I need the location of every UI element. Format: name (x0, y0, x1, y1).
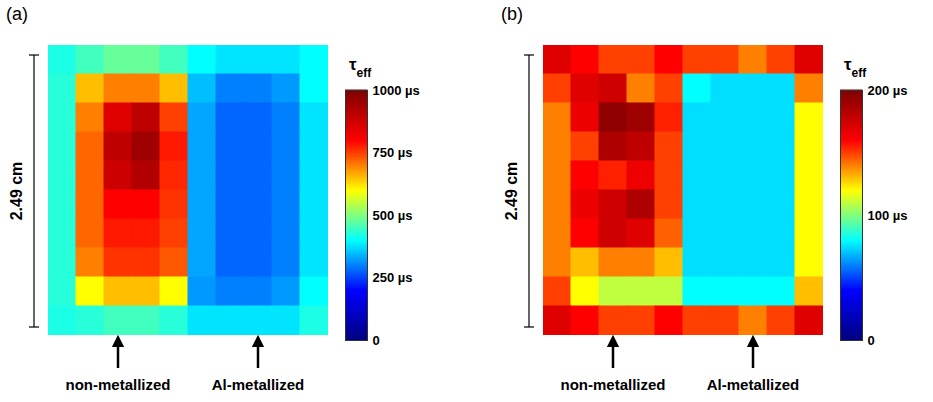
svg-text:0: 0 (373, 333, 380, 348)
svg-text:750 µs: 750 µs (373, 145, 413, 160)
svg-text:(a): (a) (6, 4, 28, 24)
svg-text:Al-metallized: Al-metallized (707, 376, 800, 393)
svg-text:250 µs: 250 µs (373, 270, 413, 285)
svg-text:0: 0 (868, 333, 875, 348)
svg-text:(b): (b) (501, 4, 523, 24)
svg-text:τeff: τeff (349, 55, 372, 80)
svg-text:2.49 cm: 2.49 cm (8, 162, 25, 221)
svg-text:τeff: τeff (844, 55, 867, 80)
svg-text:non-metallized: non-metallized (65, 376, 170, 393)
svg-text:200 µs: 200 µs (868, 83, 908, 98)
svg-text:2.49 cm: 2.49 cm (503, 162, 520, 221)
svg-text:100 µs: 100 µs (868, 208, 908, 223)
svg-text:1000 µs: 1000 µs (373, 83, 420, 98)
svg-text:500 µs: 500 µs (373, 208, 413, 223)
svg-text:non-metallized: non-metallized (560, 376, 665, 393)
svg-text:Al-metallized: Al-metallized (212, 376, 305, 393)
